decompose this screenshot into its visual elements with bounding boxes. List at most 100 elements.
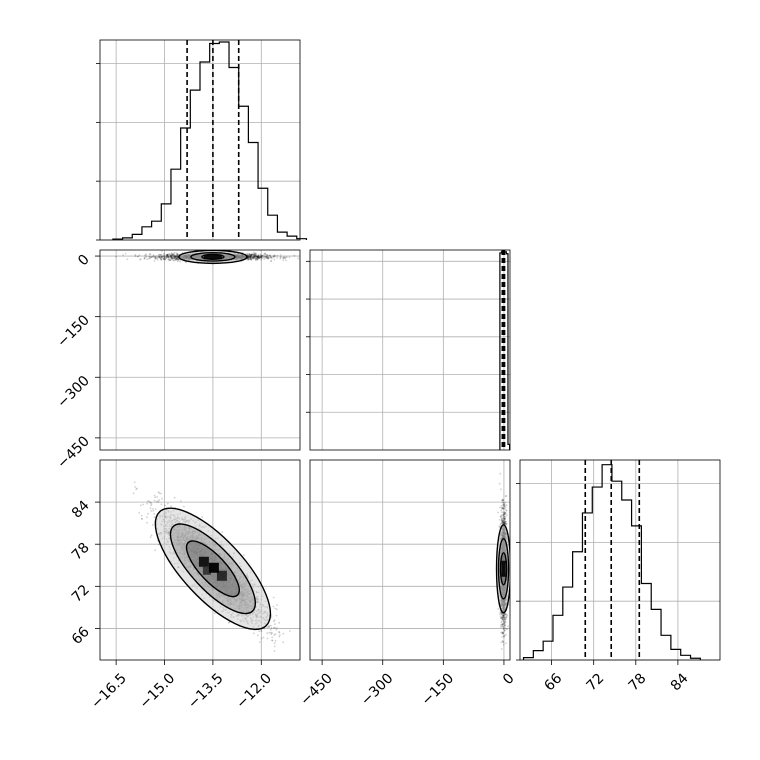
scatter-point <box>160 257 163 260</box>
scatter-point <box>136 255 139 258</box>
scatter-point <box>270 629 272 631</box>
scatter-point <box>167 256 169 258</box>
scatter-point <box>260 255 263 257</box>
scatter-point <box>124 252 127 255</box>
scatter-point <box>248 253 251 256</box>
scatter-point <box>279 254 282 256</box>
scatter-point <box>270 260 272 262</box>
scatter-point <box>258 255 261 258</box>
scatter-point <box>256 258 259 260</box>
scatter-point <box>136 487 138 490</box>
scatter-point <box>151 256 154 258</box>
scatter-point <box>273 258 276 261</box>
scatter-point <box>168 259 171 262</box>
scatter-point <box>150 510 153 512</box>
scatter-point <box>288 256 291 259</box>
scatter-point <box>276 627 278 629</box>
scatter-point <box>250 254 253 257</box>
scatter-point <box>160 256 163 259</box>
scatter-point <box>167 256 170 259</box>
scatter-point <box>256 256 259 259</box>
histogram-bar <box>287 236 297 240</box>
scatter-point <box>273 645 276 648</box>
scatter-point <box>265 254 268 257</box>
scatter-point <box>171 254 174 256</box>
scatter-point <box>150 501 152 504</box>
scatter-point <box>139 504 142 507</box>
scatter-point <box>253 256 256 259</box>
scatter-point <box>254 258 257 261</box>
scatter-point <box>176 252 179 255</box>
scatter-point <box>174 255 177 257</box>
scatter-point <box>254 252 256 255</box>
scatter-point <box>249 255 251 257</box>
scatter-point <box>258 256 261 259</box>
scatter-point <box>249 257 251 260</box>
scatter-point <box>279 256 282 258</box>
scatter-point <box>256 256 259 258</box>
scatter-point <box>168 254 171 256</box>
scatter-point <box>249 257 252 259</box>
scatter-point <box>283 256 286 259</box>
scatter-point <box>162 255 164 258</box>
scatter-point <box>284 256 287 259</box>
scatter-point <box>169 255 172 257</box>
histogram-bar <box>661 635 671 660</box>
scatter-point <box>201 516 204 519</box>
scatter-point <box>252 256 255 259</box>
scatter-point <box>249 255 252 257</box>
scatter-point <box>252 257 255 260</box>
scatter-point <box>160 250 163 253</box>
scatter-point <box>271 636 274 639</box>
scatter-point <box>251 257 254 259</box>
scatter-point <box>170 252 173 255</box>
scatter-point <box>274 623 276 626</box>
scatter-point <box>161 497 163 500</box>
scatter-point <box>156 255 158 258</box>
scatter-point <box>260 256 263 259</box>
scatter-point <box>179 260 182 263</box>
panel-scatter-param-0-vs-param-2 <box>99 459 301 668</box>
scatter-point <box>256 256 259 258</box>
scatter-point <box>263 255 265 258</box>
scatter-point <box>169 254 172 257</box>
scatter-point <box>288 630 291 632</box>
scatter-point <box>148 255 151 258</box>
scatter-point <box>160 258 163 261</box>
histogram-bar <box>681 655 691 660</box>
scatter-point <box>170 254 172 257</box>
scatter-point <box>173 256 176 259</box>
scatter-point <box>168 258 171 261</box>
scatter-point <box>276 604 278 606</box>
scatter-point <box>273 254 276 257</box>
histogram-bar <box>239 106 249 240</box>
scatter-point <box>173 257 176 259</box>
scatter-point <box>143 257 146 260</box>
scatter-point <box>154 255 156 258</box>
scatter-point <box>176 258 179 261</box>
scatter-point <box>174 256 177 258</box>
scatter-point <box>158 253 161 256</box>
scatter-point <box>273 620 275 623</box>
scatter-point <box>177 258 179 261</box>
scatter-point <box>262 256 265 259</box>
scatter-point <box>154 256 157 259</box>
scatter-point <box>167 257 170 260</box>
scatter-point <box>270 626 273 629</box>
scatter-point <box>285 259 287 262</box>
scatter-point <box>278 666 280 668</box>
scatter-point <box>249 255 252 258</box>
scatter-point <box>270 257 273 260</box>
scatter-point <box>251 256 254 259</box>
scatter-point <box>254 256 257 258</box>
scatter-point <box>148 257 150 260</box>
scatter-point <box>265 255 268 258</box>
axes-frame <box>99 249 301 451</box>
scatter-point <box>257 256 259 259</box>
scatter-point <box>173 257 175 260</box>
scatter-point <box>253 253 256 255</box>
scatter-point <box>174 256 177 259</box>
scatter-point <box>161 256 164 258</box>
scatter-point <box>246 259 249 261</box>
